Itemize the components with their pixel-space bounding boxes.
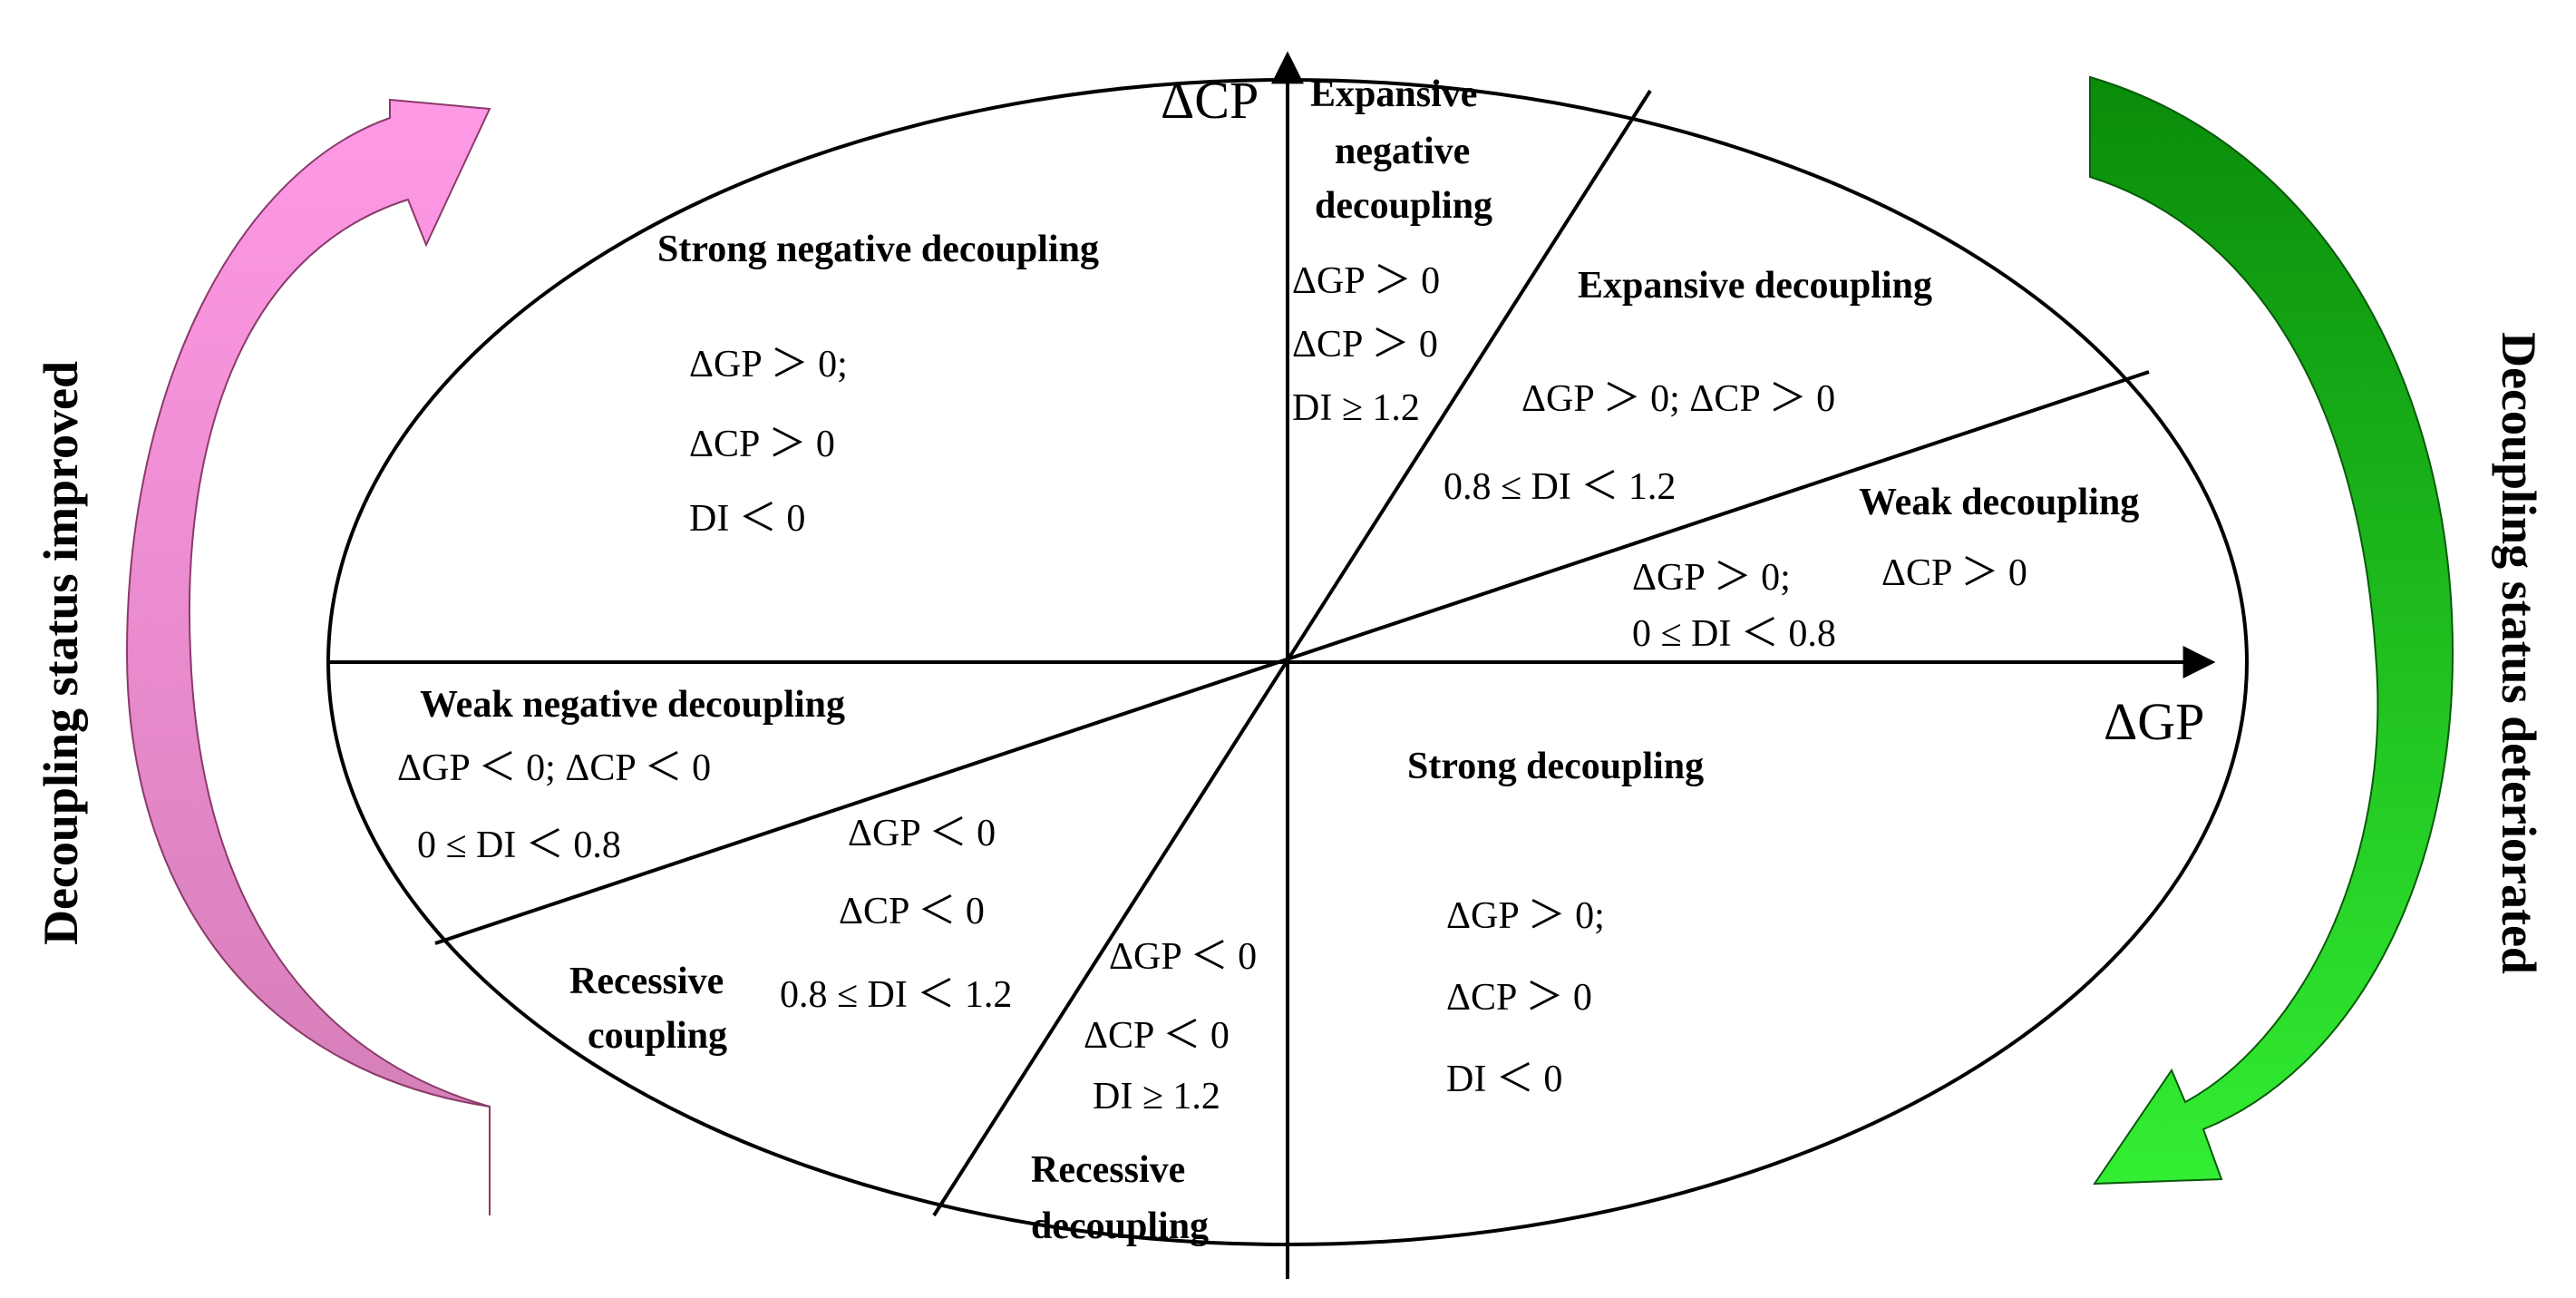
zone-strong-title: Strong decoupling <box>1407 746 1704 787</box>
zone-strong-negative-cond3: DI ＜ 0 <box>689 498 805 540</box>
zone-expansive-negative-title-1: Expansive <box>1310 73 1477 115</box>
zone-weak-negative-title: Weak negative decoupling <box>420 684 845 726</box>
zone-expansive-negative-cond1: ΔGP ＞ 0 <box>1292 260 1440 302</box>
x-axis-label: ΔGP <box>2104 692 2204 751</box>
zone-weak-negative-cond2: 0 ≤ DI ＜ 0.8 <box>417 825 621 866</box>
zone-expansive-cond1: ΔGP ＞ 0; ΔCP ＞ 0 <box>1521 378 1835 420</box>
zone-strong-negative-cond1: ΔGP ＞ 0; <box>689 344 848 385</box>
zone-recessive-coupling-title-2: coupling <box>588 1015 727 1057</box>
zone-weak-cond3: 0 ≤ DI ＜ 0.8 <box>1632 613 1836 655</box>
zone-recessive-coupling-cond2: ΔCP ＜ 0 <box>839 891 985 932</box>
zone-strong-negative-cond2: ΔCP ＞ 0 <box>689 424 835 465</box>
zone-weak-negative-cond1: ΔGP ＜ 0; ΔCP ＜ 0 <box>397 747 711 789</box>
divider-line-shallow-pos <box>434 370 2150 945</box>
zone-expansive-cond2: 0.8 ≤ DI ＜ 1.2 <box>1444 466 1676 508</box>
zone-expansive-negative-cond3: DI ≥ 1.2 <box>1292 387 1420 429</box>
zone-strong-cond1: ΔGP ＞ 0; <box>1446 895 1605 937</box>
zone-strong-cond3: DI ＜ 0 <box>1446 1059 1562 1100</box>
zone-weak-title: Weak decoupling <box>1859 482 2139 523</box>
zone-expansive-negative-cond2: ΔCP ＞ 0 <box>1292 324 1438 366</box>
zone-recessive-coupling-title-1: Recessive <box>569 961 724 1002</box>
improved-arrow-icon <box>125 98 491 1215</box>
zone-weak-cond2: ΔCP ＞ 0 <box>1881 552 2027 594</box>
divider-line-steep-pos <box>932 89 1652 1217</box>
y-axis-label: ΔCP <box>1161 71 1259 130</box>
improved-label: Decoupling status improved <box>34 361 88 945</box>
deteriorated-arrow-icon <box>2089 75 2454 1186</box>
zone-expansive-title: Expansive decoupling <box>1578 265 1932 307</box>
zone-expansive-negative-title-2: negative <box>1335 131 1470 172</box>
zone-recessive-coupling-cond1: ΔGP ＜ 0 <box>848 813 996 854</box>
zone-recessive-decoupling-title-2: decoupling <box>1031 1205 1209 1247</box>
zone-expansive-negative-title-3: decoupling <box>1315 185 1492 227</box>
zone-weak-cond1: ΔGP ＞ 0; <box>1632 557 1791 599</box>
zone-strong-negative-title: Strong negative decoupling <box>657 229 1099 270</box>
zone-recessive-decoupling-cond3: DI ≥ 1.2 <box>1093 1076 1220 1117</box>
zone-recessive-decoupling-cond1: ΔGP ＜ 0 <box>1109 936 1257 978</box>
zone-recessive-decoupling-title-1: Recessive <box>1031 1149 1185 1191</box>
zone-recessive-decoupling-cond2: ΔCP ＜ 0 <box>1084 1015 1230 1057</box>
zone-recessive-coupling-cond3: 0.8 ≤ DI ＜ 1.2 <box>780 974 1012 1016</box>
deteriorated-label: Decoupling status deteriorated <box>2492 332 2546 974</box>
zone-strong-cond2: ΔCP ＞ 0 <box>1446 977 1592 1019</box>
